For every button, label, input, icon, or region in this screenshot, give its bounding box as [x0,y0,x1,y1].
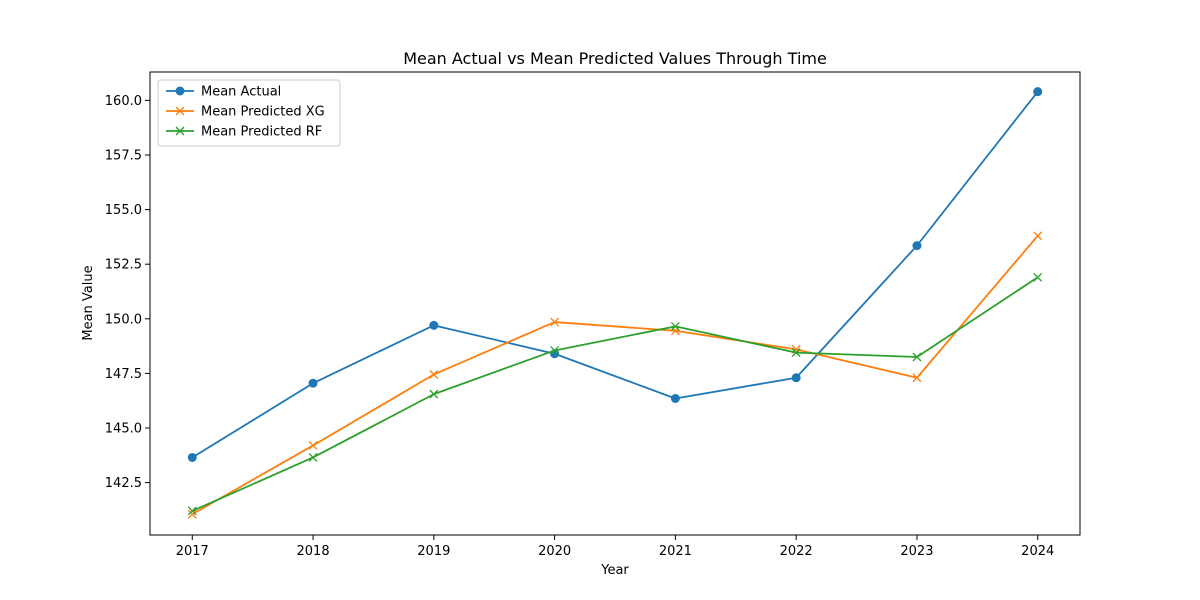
data-point [912,241,922,251]
legend-entry: Mean Predicted XG [166,105,325,120]
data-point [187,506,197,516]
legend-entry: Mean Predicted RF [166,125,322,140]
x-tick-label: 2017 [176,544,209,559]
y-tick-label: 147.5 [105,367,142,382]
data-point [791,373,801,383]
x-tick-label: 2023 [900,544,933,559]
legend-marker [175,86,185,96]
data-point [912,352,922,362]
data-point [1033,272,1043,282]
series-mean-predicted-rf [187,272,1043,516]
x-tick-label: 2020 [538,544,571,559]
x-tick-label: 2024 [1021,544,1054,559]
series-layer [187,87,1043,519]
data-point [791,348,801,358]
data-point [308,378,318,388]
y-tick-label: 157.5 [105,148,142,163]
x-tick-label: 2022 [780,544,813,559]
plot-frame [149,71,1081,536]
legend: Mean Actual Mean Predicted XG Mean Predict… [157,79,341,147]
series-line [191,91,1039,459]
data-point [429,320,439,330]
series-line [191,235,1039,516]
y-tick-label: 155.0 [105,203,142,218]
y-tick-label: 152.5 [105,258,142,273]
axes: 2017 2018 2019 2020 2021 2022 2023 2024 142.5 145… [105,71,1081,559]
data-point [670,326,680,336]
x-tick-label: 2019 [417,544,450,559]
legend-entry: Mean Actual [166,85,281,100]
data-point [187,452,197,462]
y-tick-label: 150.0 [105,312,142,327]
legend-label: Mean Predicted RF [201,125,322,140]
data-point [670,321,680,331]
legend-marker [175,126,185,136]
data-point [912,373,922,383]
chart-title: Mean Actual vs Mean Predicted Values Thr… [403,49,827,68]
x-tick-label: 2018 [297,544,330,559]
data-point [187,509,197,519]
series-mean-predicted-xg [187,231,1043,519]
y-tick-label: 160.0 [105,94,142,109]
legend-box [157,79,341,147]
legend-label: Mean Actual [201,85,281,100]
data-point [429,389,439,399]
data-point [308,453,318,462]
series-line [191,276,1039,512]
legend-marker [175,106,185,116]
y-tick-label: 145.0 [105,421,142,436]
x-axis-title: Year [600,563,629,578]
data-point [670,394,680,404]
y-tick-label: 142.5 [105,476,142,491]
legend-label: Mean Predicted XG [201,105,325,120]
data-point [1033,231,1043,241]
data-point [550,345,560,355]
x-tick-label: 2021 [659,544,692,559]
data-point [308,440,318,450]
y-axis-title: Mean Value [81,265,96,340]
data-point [550,317,560,327]
data-point [1033,87,1043,97]
data-point [429,370,439,379]
